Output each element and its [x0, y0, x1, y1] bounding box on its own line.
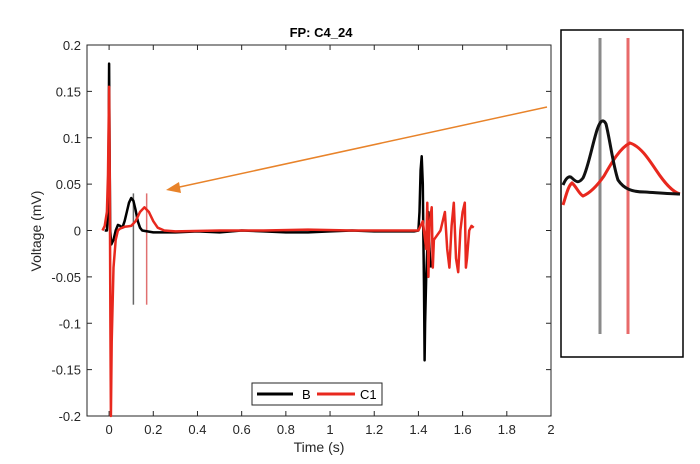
inset-trace-c1 — [561, 141, 681, 206]
y-tick-label: 0.2 — [63, 38, 81, 53]
zoom-inset — [560, 29, 684, 358]
x-tick-label: 0 — [105, 422, 112, 437]
x-axis-ticks: 0 0.2 0.4 0.6 0.8 1 1.2 1.4 1.6 1.8 2 — [105, 45, 555, 437]
x-tick-label: 0.4 — [188, 422, 206, 437]
x-tick-label: 1.4 — [409, 422, 427, 437]
legend-label-b: B — [302, 387, 311, 402]
legend: B C1 — [251, 382, 383, 406]
legend-label-c1: C1 — [360, 387, 377, 402]
y-axis-label: Voltage (mV) — [28, 191, 44, 272]
y-tick-label: -0.1 — [59, 316, 81, 331]
y-tick-label: -0.2 — [59, 409, 81, 424]
y-tick-label: 0.15 — [56, 84, 81, 99]
y-tick-label: -0.15 — [51, 363, 81, 378]
x-tick-label: 1.8 — [498, 422, 516, 437]
series-lines — [101, 62, 475, 418]
arrow-head — [166, 182, 181, 193]
series-line-c1 — [101, 85, 475, 418]
annotation-arrow — [166, 106, 548, 193]
y-tick-label: 0.05 — [56, 177, 81, 192]
series-line-b — [104, 62, 432, 362]
x-tick-label: 1.6 — [454, 422, 472, 437]
x-tick-label: 2 — [547, 422, 554, 437]
y-tick-label: 0 — [74, 224, 81, 239]
y-tick-label: -0.05 — [51, 270, 81, 285]
y-tick-label: 0.1 — [63, 131, 81, 146]
x-tick-label: 0.2 — [144, 422, 162, 437]
arrow-shaft — [174, 106, 548, 189]
x-tick-label: 1 — [326, 422, 333, 437]
x-tick-label: 0.8 — [277, 422, 295, 437]
peak-markers — [132, 193, 148, 305]
plot-area: 0 0.2 0.4 0.6 0.8 1 1.2 1.4 1.6 1.8 2 -0.2-0.15-0.… — [51, 38, 554, 437]
y-axis-ticks: -0.2 -0.15 -0.1 -0.05 0 0.05 0.1 0.15 0.2 — [51, 38, 551, 424]
inset-trace-b — [561, 119, 681, 196]
x-axis-label: Time (s) — [294, 439, 345, 455]
x-tick-label: 0.6 — [233, 422, 251, 437]
chart-title: FP: C4_24 — [290, 25, 354, 40]
x-tick-label: 1.2 — [365, 422, 383, 437]
